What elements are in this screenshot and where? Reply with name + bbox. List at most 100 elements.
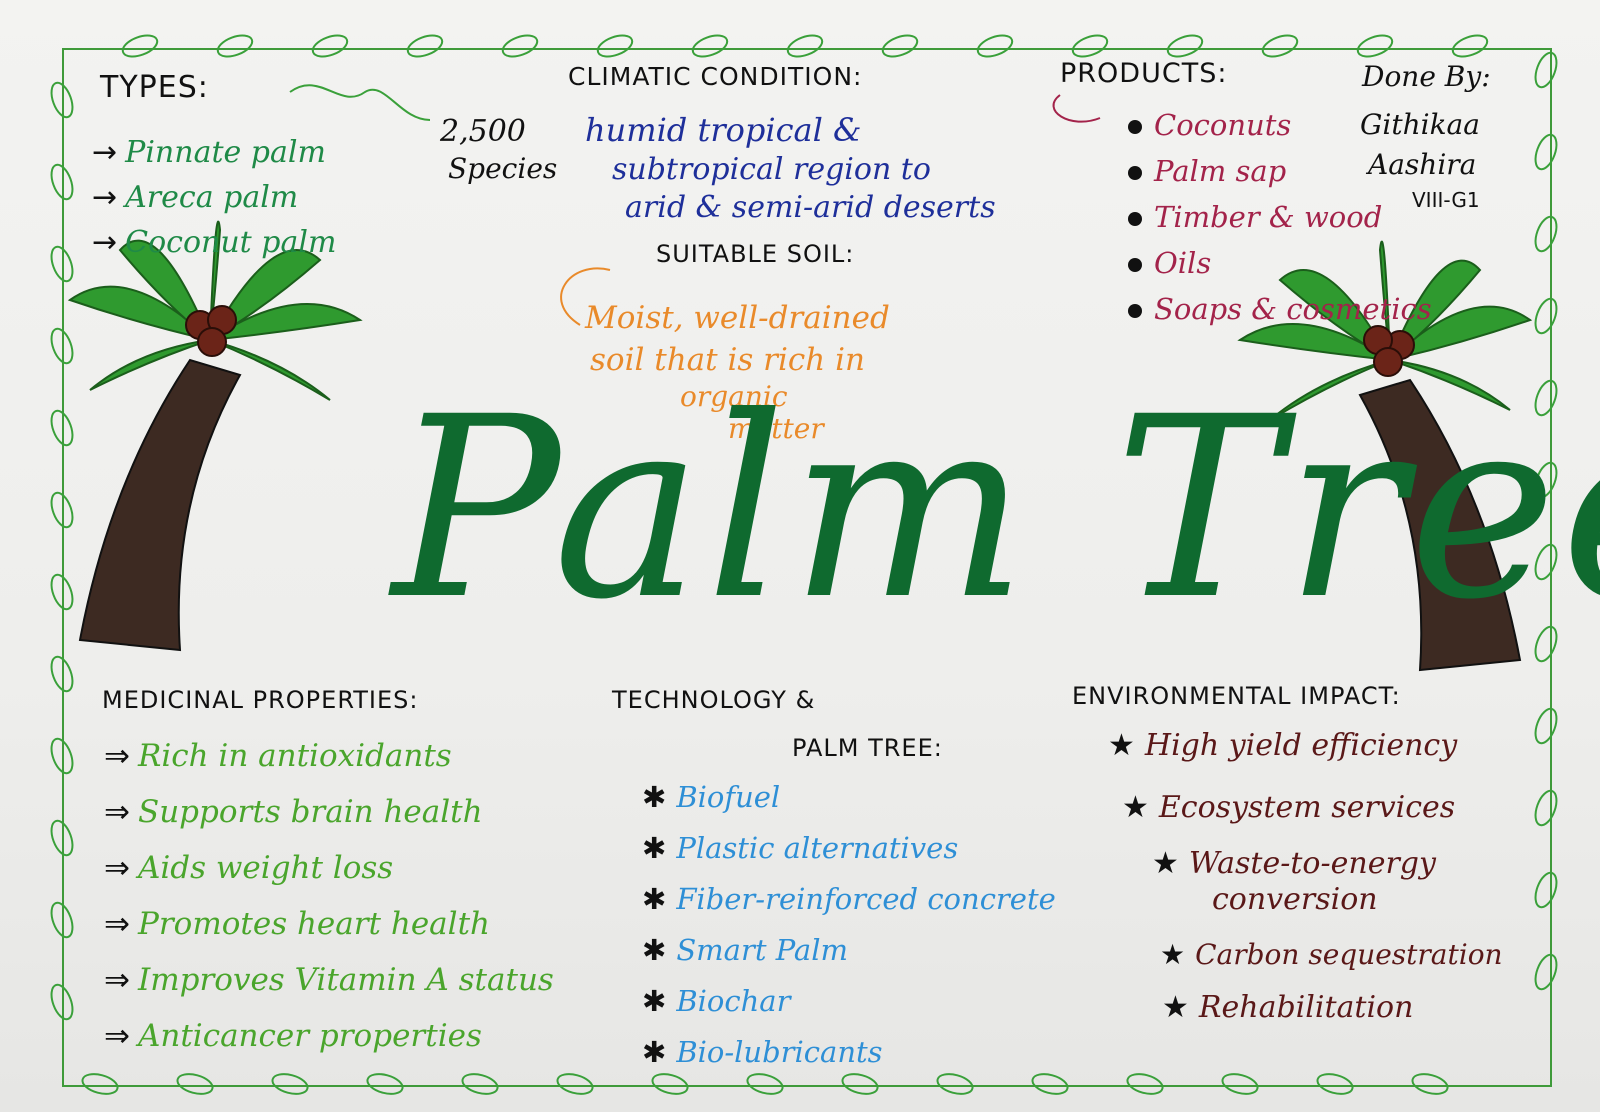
border-leaf-icon	[1261, 34, 1299, 58]
technology-heading-line2: PALM TREE:	[792, 734, 943, 762]
border-leaf-icon	[1411, 1073, 1449, 1095]
types-item: → Pinnate palm	[92, 135, 326, 170]
asterisk-icon: ✱	[642, 1035, 667, 1069]
bullet-icon	[1128, 166, 1142, 180]
technology-item: ✱ Bio-lubricants	[642, 1035, 883, 1069]
species-count: 2,500	[440, 114, 526, 149]
environment-item: ★ Waste-to-energy	[1152, 846, 1436, 881]
environment-heading: ENVIRONMENTAL IMPACT:	[1072, 682, 1401, 710]
border-leaf-icon	[50, 573, 74, 611]
star-icon: ★	[1152, 846, 1179, 881]
environment-item: ★ Carbon sequestration	[1160, 938, 1503, 971]
medicinal-item: ⇒ Promotes heart health	[104, 906, 491, 942]
environment-item: ★ High yield efficiency	[1108, 728, 1458, 763]
asterisk-icon: ✱	[642, 984, 667, 1018]
environment-item: ★ Ecosystem services	[1122, 790, 1456, 825]
technology-list: ✱ Biofuel ✱ Plastic alternatives ✱ Fiber-re…	[642, 772, 1056, 1078]
border-leaf-icon	[1534, 461, 1558, 499]
coconut-icon	[1373, 347, 1403, 377]
border-leaf-icon	[50, 163, 74, 201]
border-leaf-icon	[1534, 789, 1558, 827]
climate-line: arid & semi-arid deserts	[625, 190, 996, 225]
border-leaf-icon	[311, 34, 349, 58]
border-leaf-icon	[50, 81, 74, 119]
border-leaf-icon	[651, 1073, 689, 1095]
soil-heading: SUITABLE SOIL:	[656, 240, 855, 268]
border-leaf-icon	[596, 34, 634, 58]
double-arrow-icon: ⇒	[104, 906, 130, 942]
border-leaf-icon	[1534, 51, 1558, 89]
border-leaf-icon	[691, 34, 729, 58]
soil-line: Moist, well-drained	[585, 300, 890, 336]
border-leaf-icon	[556, 1073, 594, 1095]
products-item: Palm sap	[1128, 148, 1432, 194]
bullet-icon	[1128, 258, 1142, 272]
products-item: Timber & wood	[1128, 194, 1432, 240]
border-leaf-icon	[50, 983, 74, 1021]
credit-class: VIII-G1	[1412, 188, 1480, 212]
palm-frond	[89, 339, 211, 391]
border-leaf-icon	[746, 1073, 784, 1095]
connector-squiggle	[560, 267, 611, 326]
border-leaf-icon	[121, 34, 159, 58]
medicinal-item: ⇒ Supports brain health	[104, 794, 483, 830]
arrow-icon: →	[92, 135, 118, 170]
border-leaf-icon	[1534, 133, 1558, 171]
border-leaf-icon	[50, 409, 74, 447]
double-arrow-icon: ⇒	[104, 850, 130, 886]
border-leaf-icon	[1126, 1073, 1164, 1095]
medicinal-item: ⇒ Rich in antioxidants	[104, 738, 452, 774]
types-item: → Areca palm	[92, 180, 299, 215]
border-leaf-icon	[1221, 1073, 1259, 1095]
species-label: Species	[448, 152, 558, 185]
palm-frond	[209, 249, 322, 341]
asterisk-icon: ✱	[642, 882, 667, 916]
palm-frond	[1237, 323, 1391, 361]
border-leaf-icon	[271, 1073, 309, 1095]
credit-name: Githikaa	[1360, 108, 1480, 141]
arrow-icon: →	[92, 225, 118, 260]
environment-item-continued: conversion	[1212, 882, 1378, 917]
border-leaf-icon	[1534, 215, 1558, 253]
border-leaf-icon	[50, 327, 74, 365]
types-item: → Coconut palm	[92, 225, 337, 260]
border-leaf-icon	[50, 491, 74, 529]
products-item: Oils	[1128, 240, 1432, 286]
arrow-icon: →	[92, 180, 118, 215]
border-leaf-icon	[1534, 707, 1558, 745]
palm-frond	[209, 339, 331, 401]
border-leaf-icon	[1534, 543, 1558, 581]
products-item: Soaps & cosmetics	[1128, 286, 1432, 332]
border-leaf-icon	[216, 34, 254, 58]
technology-item: ✱ Biofuel	[642, 780, 781, 814]
palm-frond	[1389, 359, 1511, 411]
products-heading: PRODUCTS:	[1060, 58, 1228, 89]
double-arrow-icon: ⇒	[104, 738, 130, 774]
border-leaf-icon	[1534, 297, 1558, 335]
environment-item: ★ Rehabilitation	[1162, 990, 1414, 1025]
border-leaf-icon	[936, 1073, 974, 1095]
palm-frond	[209, 303, 363, 341]
border-leaf-icon	[81, 1073, 119, 1095]
climate-line: humid tropical &	[585, 111, 862, 149]
credit-name: Aashira	[1368, 148, 1477, 181]
products-item: Coconuts	[1128, 102, 1432, 148]
connector-squiggle	[1052, 94, 1101, 123]
asterisk-icon: ✱	[642, 780, 667, 814]
border-leaf-icon	[786, 34, 824, 58]
border-leaf-icon	[1356, 34, 1394, 58]
palm-frond	[1269, 359, 1391, 421]
border-leaf-icon	[50, 901, 74, 939]
border-leaf-icon	[176, 1073, 214, 1095]
soil-line: matter	[728, 412, 824, 445]
star-icon: ★	[1108, 728, 1135, 763]
technology-heading: TECHNOLOGY &	[612, 686, 816, 714]
border-leaf-icon	[881, 34, 919, 58]
border-leaf-icon	[1534, 625, 1558, 663]
soil-line: organic	[680, 380, 788, 413]
border-leaf-icon	[1071, 34, 1109, 58]
bullet-icon	[1128, 120, 1142, 134]
border-leaf-icon	[1534, 379, 1558, 417]
border-leaf-icon	[461, 1073, 499, 1095]
